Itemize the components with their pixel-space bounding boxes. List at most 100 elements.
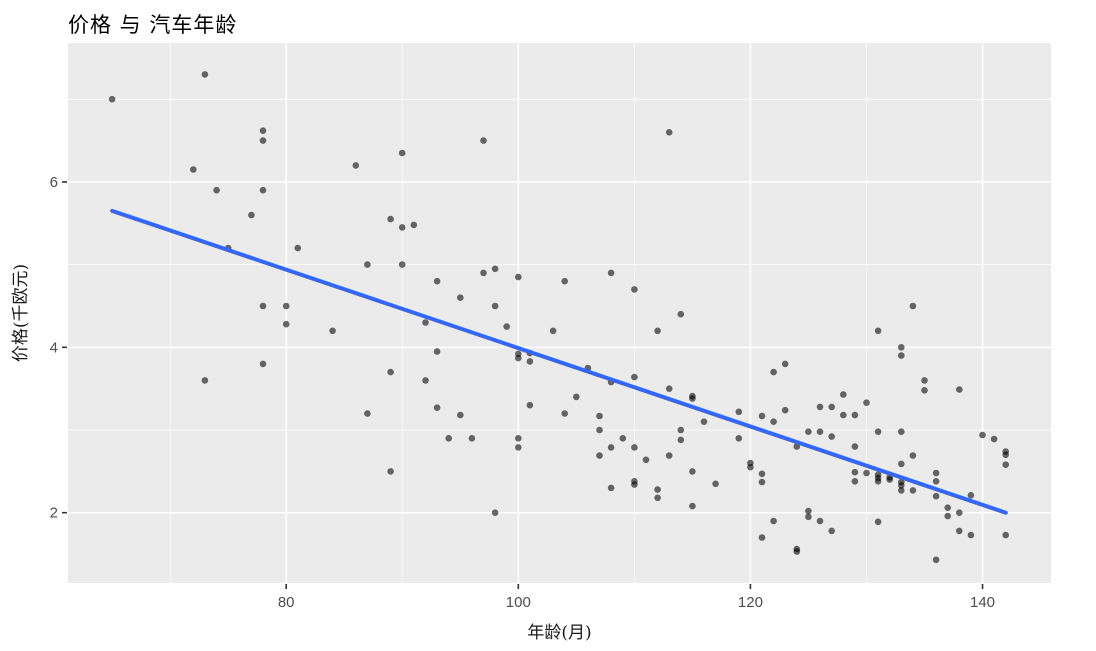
data-point [851,468,859,476]
data-point [445,435,453,442]
data-point [201,377,209,384]
data-point [956,527,963,535]
data-point [515,435,522,442]
data-point [410,221,418,229]
data-points [108,71,1009,564]
data-point [259,137,267,144]
data-point [654,494,661,502]
data-point [874,327,882,335]
data-point [898,344,905,351]
data-point [805,507,812,515]
data-point [596,452,603,459]
data-point [805,428,812,436]
data-point [921,377,928,384]
data-point [863,469,870,477]
data-point [677,310,685,318]
data-point [967,492,975,499]
data-point [201,71,209,78]
data-point [654,327,661,335]
data-point [387,368,394,376]
chart-title: 价格 与 汽车年龄 [68,13,238,37]
data-point [108,95,116,103]
data-point [190,166,197,173]
data-point [758,470,766,478]
data-point [979,431,986,439]
data-point [898,428,905,436]
data-point [398,149,406,157]
y-tick-label: 2 [50,505,58,522]
data-point [828,403,835,411]
regression-line [110,208,1008,515]
data-point [816,403,824,411]
data-point [1002,531,1009,539]
data-point [770,418,777,426]
data-point [840,391,847,398]
data-point [921,387,928,394]
data-point [665,452,673,459]
data-point [700,418,708,426]
data-point [619,435,627,442]
data-point [631,444,638,451]
data-point [758,478,766,486]
x-axis-title: 年龄(月) [527,623,591,643]
data-point [677,436,685,444]
data-point [433,277,441,285]
data-point [526,358,534,365]
data-point [874,478,882,485]
data-point [909,487,917,494]
data-point [433,348,441,355]
data-point [607,444,615,451]
data-point [480,269,487,277]
data-point [758,412,766,420]
data-point [665,129,673,136]
data-point [689,468,696,475]
data-point [352,162,360,169]
data-point [770,368,777,376]
data-point [758,534,766,541]
data-point [259,360,267,368]
y-tick-label: 6 [50,174,58,191]
data-point [770,517,777,525]
data-point [282,320,290,328]
data-point [364,410,371,417]
data-point [944,504,951,512]
data-point [398,224,406,231]
minor-gridlines [68,43,1051,583]
data-point [874,428,882,436]
data-point [491,265,499,273]
data-point [781,406,789,414]
data-point [828,433,835,440]
data-point [805,513,812,521]
data-point [387,468,394,475]
data-point [491,302,499,310]
data-point [457,294,464,302]
data-point [932,556,940,564]
data-point [422,377,429,384]
data-point [689,502,696,510]
y-tick-labels: 2 4 6 [50,174,58,522]
data-point [863,399,870,407]
data-point [990,435,998,443]
data-point [631,373,638,381]
y-axis-title: 价格(千欧元) [11,264,31,362]
data-point [781,360,789,368]
data-point [654,486,661,493]
x-tick-label: 100 [506,594,531,611]
data-point [515,354,522,362]
data-point [932,478,940,485]
data-point [468,435,476,442]
data-point [259,186,267,194]
data-point [851,443,859,450]
data-point [689,395,696,402]
data-point [294,244,302,252]
data-point [1002,451,1009,459]
data-point [480,137,487,144]
data-point [735,435,743,442]
y-tick-label: 4 [50,339,58,356]
data-point [364,261,371,268]
data-point [398,261,406,268]
x-tick-label: 80 [278,594,295,611]
data-point [909,302,917,310]
